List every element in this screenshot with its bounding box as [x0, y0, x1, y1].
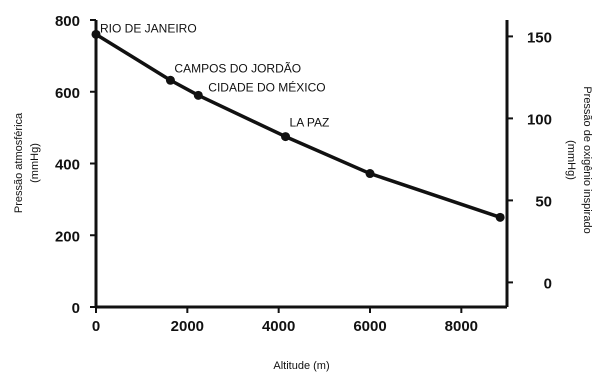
point-label: CAMPOS DO JORDÃO — [174, 61, 301, 75]
data-point — [495, 212, 505, 222]
point-labels: RIO DE JANEIRO CAMPOS DO JORDÃO CIDADE DO … — [100, 21, 329, 129]
series-line — [95, 32, 501, 219]
y-left-tick-label: 200 — [55, 228, 80, 245]
axes — [94, 20, 509, 309]
x-tick-label: 2000 — [171, 318, 204, 335]
y-right-title-line: (mmHg) — [565, 140, 577, 180]
x-tick-label: 0 — [92, 318, 100, 335]
y-right-tick-label: 150 — [527, 29, 552, 46]
data-point — [165, 75, 175, 85]
y-left-title-line: Pressão atmosférica — [13, 112, 25, 213]
x-tick-label: 6000 — [353, 318, 386, 335]
data-point — [193, 90, 203, 100]
y-left-tick-label: 400 — [55, 157, 80, 174]
y-left-axis-title: Pressão atmosférica (mmHg) — [13, 112, 41, 213]
x-axis-title: Altitude (m) — [273, 360, 329, 372]
y-left-title-line: (mmHg) — [29, 143, 41, 183]
y-right-title-line: Pressão de oxigênio inspirado — [581, 86, 593, 233]
y-right-axis-title: Pressão de oxigênio inspirado (mmHg) — [565, 86, 593, 233]
series — [91, 29, 505, 222]
data-point — [281, 132, 291, 142]
y-left-tick-label: 800 — [55, 13, 80, 30]
x-tick-label: 8000 — [445, 318, 478, 335]
data-point — [91, 29, 101, 39]
data-point — [365, 169, 375, 179]
x-tick-label: 4000 — [262, 318, 295, 335]
point-label: LA PAZ — [290, 116, 330, 130]
point-label: RIO DE JANEIRO — [100, 21, 197, 35]
y-right-tick-label: 100 — [527, 111, 552, 128]
point-label: CIDADE DO MÉXICO — [208, 79, 325, 94]
y-left-tick-label: 600 — [55, 85, 80, 102]
y-left-tick-label: 0 — [72, 300, 80, 317]
y-right-tick-label: 0 — [544, 275, 552, 292]
y-right-tick-label: 50 — [535, 193, 552, 210]
